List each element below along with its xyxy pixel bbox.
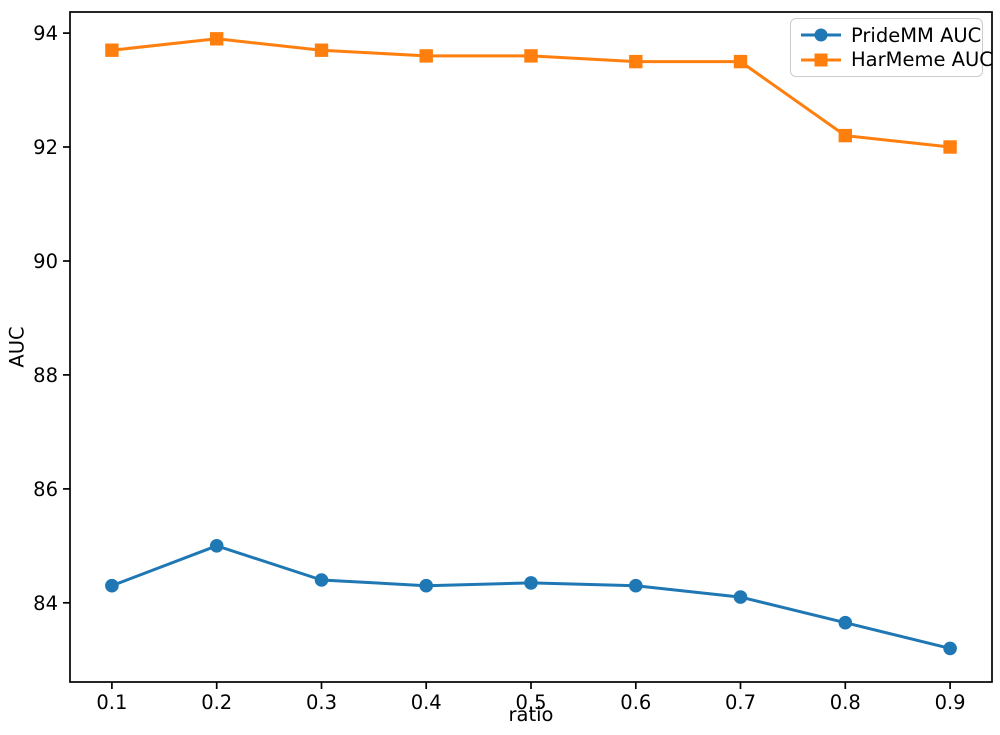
x-tick-label: 0.3 bbox=[306, 691, 337, 714]
data-point-marker bbox=[838, 128, 852, 143]
series-line bbox=[110, 544, 952, 650]
x-tick-label: 0.1 bbox=[96, 691, 127, 714]
x-tick-label: 0.4 bbox=[411, 691, 442, 714]
data-point-marker bbox=[314, 43, 329, 57]
legend: PrideMM AUC HarMeme AUC bbox=[790, 18, 993, 77]
legend-label-harmeme: HarMeme AUC bbox=[851, 48, 993, 71]
x-axis-label: ratio bbox=[508, 703, 554, 726]
harmeme-line-marker-icon bbox=[801, 53, 841, 67]
data-point-marker bbox=[210, 32, 224, 46]
data-point-marker bbox=[105, 43, 119, 57]
y-tick-label: 94 bbox=[33, 22, 58, 45]
y-tick-label: 88 bbox=[33, 364, 58, 387]
data-point-marker bbox=[943, 140, 957, 154]
legend-item-harmeme: HarMeme AUC bbox=[800, 48, 993, 72]
y-tick-label: 92 bbox=[33, 136, 58, 159]
data-point-marker bbox=[524, 49, 538, 63]
y-tick-label: 86 bbox=[33, 478, 58, 501]
x-tick-label: 0.8 bbox=[830, 691, 861, 714]
data-point-marker bbox=[105, 578, 119, 593]
data-point-marker bbox=[524, 576, 538, 590]
data-point-marker bbox=[419, 578, 434, 593]
data-point-marker bbox=[733, 590, 748, 604]
data-point-marker bbox=[943, 641, 957, 656]
x-tick-label: 0.2 bbox=[201, 691, 232, 714]
data-point-marker bbox=[209, 539, 224, 553]
legend-label-pridemm: PrideMM AUC bbox=[851, 23, 982, 47]
data-point-marker bbox=[629, 578, 643, 593]
pridemm-line-marker-icon bbox=[801, 28, 841, 42]
y-tick-label: 84 bbox=[33, 592, 58, 615]
data-point-marker bbox=[419, 49, 433, 63]
y-axis-label: AUC bbox=[5, 326, 29, 368]
data-point-marker bbox=[733, 54, 748, 69]
x-tick-label: 0.7 bbox=[725, 691, 756, 714]
data-point-marker bbox=[838, 615, 853, 630]
data-point-marker bbox=[629, 54, 643, 69]
x-tick-label: 0.9 bbox=[935, 691, 966, 714]
data-point-marker bbox=[314, 573, 329, 587]
x-tick-label: 0.5 bbox=[515, 691, 546, 714]
legend-item-pridemm: PrideMM AUC bbox=[800, 23, 981, 47]
x-tick-label: 0.6 bbox=[620, 691, 651, 714]
y-tick-label: 90 bbox=[33, 250, 58, 273]
